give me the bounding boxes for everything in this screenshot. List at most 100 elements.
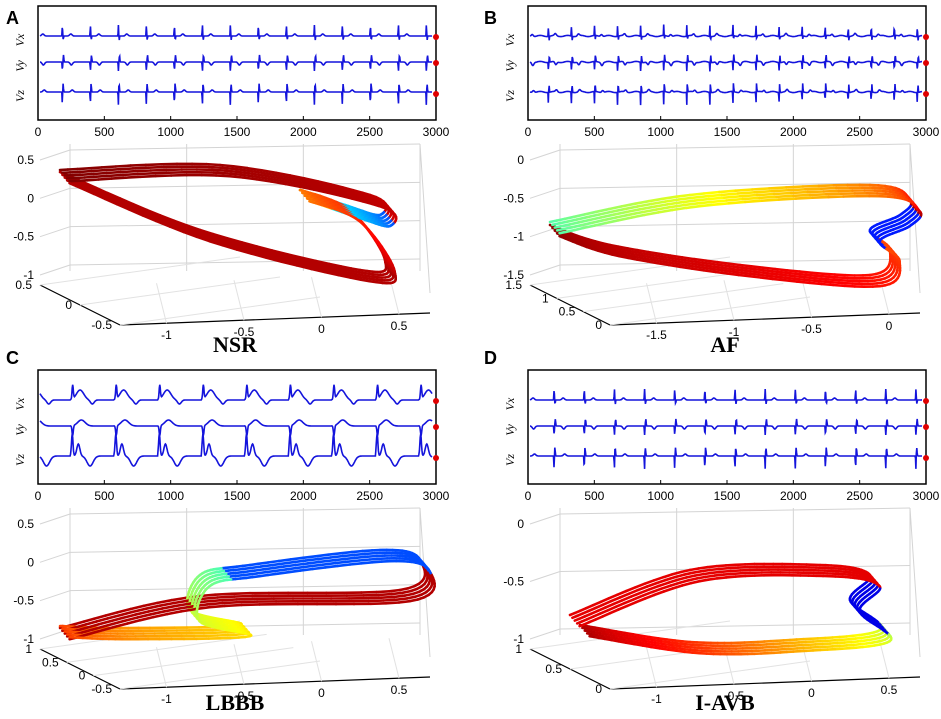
loop-curve-segment bbox=[161, 604, 178, 610]
loop-curve-segment bbox=[695, 200, 713, 205]
loop-curve-segment bbox=[235, 248, 253, 255]
loop-curve-segment bbox=[648, 584, 661, 591]
loop-curve-segment bbox=[805, 278, 821, 283]
loop-curve-segment bbox=[812, 274, 828, 278]
loop-curve-segment bbox=[341, 267, 356, 273]
loop-curve-segment bbox=[89, 625, 103, 632]
loop-curve-segment bbox=[634, 635, 646, 640]
loop-curve-segment bbox=[319, 559, 335, 564]
grid-line bbox=[233, 644, 245, 685]
loop-curve-segment bbox=[390, 591, 404, 596]
loop-curve-segment bbox=[649, 253, 663, 258]
loop-curve-segment bbox=[725, 272, 740, 277]
panel-letter: B bbox=[484, 8, 497, 28]
loop-curve-segment bbox=[659, 639, 671, 644]
loop-curve-segment bbox=[159, 214, 176, 222]
loop-curve-segment bbox=[363, 194, 374, 200]
loop-curve-segment bbox=[628, 637, 639, 642]
loop-curve-segment bbox=[657, 637, 669, 641]
grid-line bbox=[69, 584, 421, 592]
loop-curve-segment bbox=[273, 568, 288, 573]
loop-curve-segment bbox=[617, 245, 629, 250]
loop-curve-segment bbox=[666, 648, 678, 653]
loop-curve-segment bbox=[622, 205, 639, 211]
grid-line bbox=[119, 296, 321, 326]
loop-curve-segment bbox=[125, 618, 142, 625]
loop-curve-segment bbox=[618, 592, 631, 599]
panel-c: C0 500 1000 1500 2000 2500 3000VxVyVz0.50-0.5-… bbox=[6, 348, 450, 715]
loop-curve-segment bbox=[66, 167, 79, 171]
loop-curve-segment bbox=[208, 604, 226, 609]
loop-curve-segment bbox=[121, 200, 137, 209]
loop-curve-segment bbox=[388, 588, 402, 593]
loop-curve-segment bbox=[172, 599, 190, 605]
loop-curve-segment bbox=[645, 260, 659, 265]
ecg-xtick-label: 1000 bbox=[157, 125, 184, 139]
vcg-loop-plot: 0.50-0.5-10.50-0.5-1 -0.5 0 0.5 bbox=[13, 143, 431, 342]
loop-xtick-label: 0 bbox=[886, 319, 893, 333]
loop-curve-segment bbox=[368, 557, 381, 561]
loop-ytick-label: 1.5 bbox=[505, 278, 522, 292]
ecg-xtick-label: 2000 bbox=[290, 489, 317, 503]
loop-curve-segment bbox=[734, 574, 747, 578]
loop-curve-segment bbox=[783, 278, 799, 283]
loop-curve-segment bbox=[138, 174, 157, 179]
loop-curve-segment bbox=[225, 237, 244, 244]
loop-curve-segment bbox=[260, 169, 278, 175]
loop-ztick-label: 0 bbox=[27, 555, 34, 569]
loop-xtick-label: -1.5 bbox=[646, 328, 667, 342]
loop-curve-segment bbox=[139, 211, 156, 220]
loop-curve-segment bbox=[149, 610, 166, 616]
ecg-lead-label-vz: Vz bbox=[13, 454, 27, 466]
loop-curve-segment bbox=[214, 174, 231, 178]
loop-curve-segment bbox=[662, 573, 674, 579]
loop-curve-segment bbox=[590, 218, 605, 225]
loop-curve-segment bbox=[713, 573, 726, 577]
loop-curve-segment bbox=[165, 610, 183, 616]
loop-curve-segment bbox=[129, 604, 145, 611]
loop-curve-segment bbox=[334, 188, 349, 195]
panel-caption: I-AVB bbox=[695, 690, 755, 715]
loop-curve-segment bbox=[631, 632, 643, 638]
loop-curve-segment bbox=[647, 197, 664, 203]
loop-curve-segment bbox=[101, 194, 116, 203]
loop-curve-segment bbox=[689, 579, 701, 585]
loop-curve-segment bbox=[370, 202, 381, 208]
loop-curve-segment bbox=[671, 257, 686, 262]
ecg-trace-end-marker bbox=[923, 424, 929, 430]
loop-curve-segment bbox=[599, 609, 610, 615]
loop-ytick-label: 0.5 bbox=[15, 278, 32, 292]
loop-ztick-label: 0 bbox=[517, 153, 524, 167]
loop-curve-segment bbox=[662, 642, 673, 647]
loop-curve-segment bbox=[113, 200, 129, 209]
loop-ztick-label: 0 bbox=[27, 191, 34, 205]
loop-curve-segment bbox=[759, 276, 774, 281]
grid-line bbox=[529, 264, 561, 276]
loop-curve-segment bbox=[732, 267, 747, 272]
loop-curve-segment bbox=[100, 165, 118, 169]
ecg-xtick-label: 500 bbox=[584, 125, 604, 139]
loop-curve-segment bbox=[298, 185, 316, 191]
loop-curve-segment bbox=[761, 266, 777, 271]
loop-curve-segment bbox=[680, 581, 693, 587]
loop-curve-segment bbox=[580, 221, 594, 227]
ecg-xtick-label: 0 bbox=[35, 125, 42, 139]
vcg-loop-plot: 0-0.5-1-1.51.510.50-1.5 -1 -0.5 0 bbox=[503, 143, 923, 342]
loop-curve-segment bbox=[104, 611, 119, 617]
loop-curve-segment bbox=[617, 216, 633, 222]
grid-line bbox=[93, 647, 294, 677]
loop-ztick-label: 0.5 bbox=[17, 153, 34, 167]
loop-curve-segment bbox=[103, 197, 119, 206]
loop-curve-segment bbox=[83, 188, 96, 196]
loop-curve-segment bbox=[596, 606, 607, 613]
loop-curve-segment bbox=[564, 228, 576, 234]
ecg-xtick-label: 3000 bbox=[913, 489, 940, 503]
loop-curve-segment bbox=[641, 644, 653, 649]
loop-ytick-label: 0 bbox=[595, 318, 602, 332]
ecg-xtick-label: 1500 bbox=[714, 125, 741, 139]
loop-curve-segment bbox=[92, 171, 108, 176]
loop-curve-segment bbox=[681, 256, 696, 261]
loop-curve-segment bbox=[641, 208, 658, 214]
loop-curve-segment bbox=[698, 578, 710, 583]
loop-curve-segment bbox=[644, 640, 657, 645]
